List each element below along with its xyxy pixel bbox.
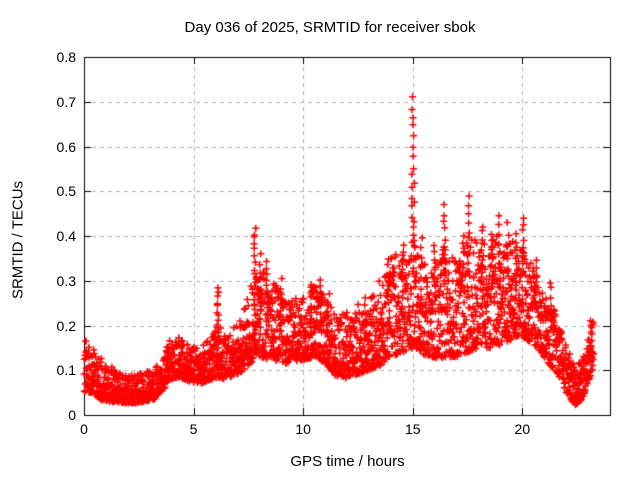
y-tick-label: 0	[68, 407, 76, 423]
x-tick-label: 0	[80, 421, 88, 437]
y-tick-label: 0.6	[56, 138, 76, 155]
y-tick-label: 0.4	[56, 228, 76, 244]
x-tick-label: 5	[189, 421, 198, 437]
chart-title: Day 036 of 2025, SRMTID for receiver sbo…	[184, 19, 476, 36]
x-tick-label: 15	[404, 421, 421, 437]
y-tick-label: 0.2	[56, 317, 76, 334]
x-axis-label: GPS time / hours	[290, 453, 405, 470]
x-tick-label: 10	[295, 421, 311, 437]
y-tick-label: 0.8	[56, 49, 76, 65]
y-tick-label: 0.5	[56, 183, 76, 200]
y-tick-label: 0.1	[56, 362, 76, 379]
x-tick-label: 20	[514, 421, 531, 437]
y-tick-label: 0.3	[56, 272, 76, 289]
y-axis-label: SRMTID / TECUs	[9, 180, 27, 300]
y-tick-label: 0.7	[56, 93, 76, 110]
